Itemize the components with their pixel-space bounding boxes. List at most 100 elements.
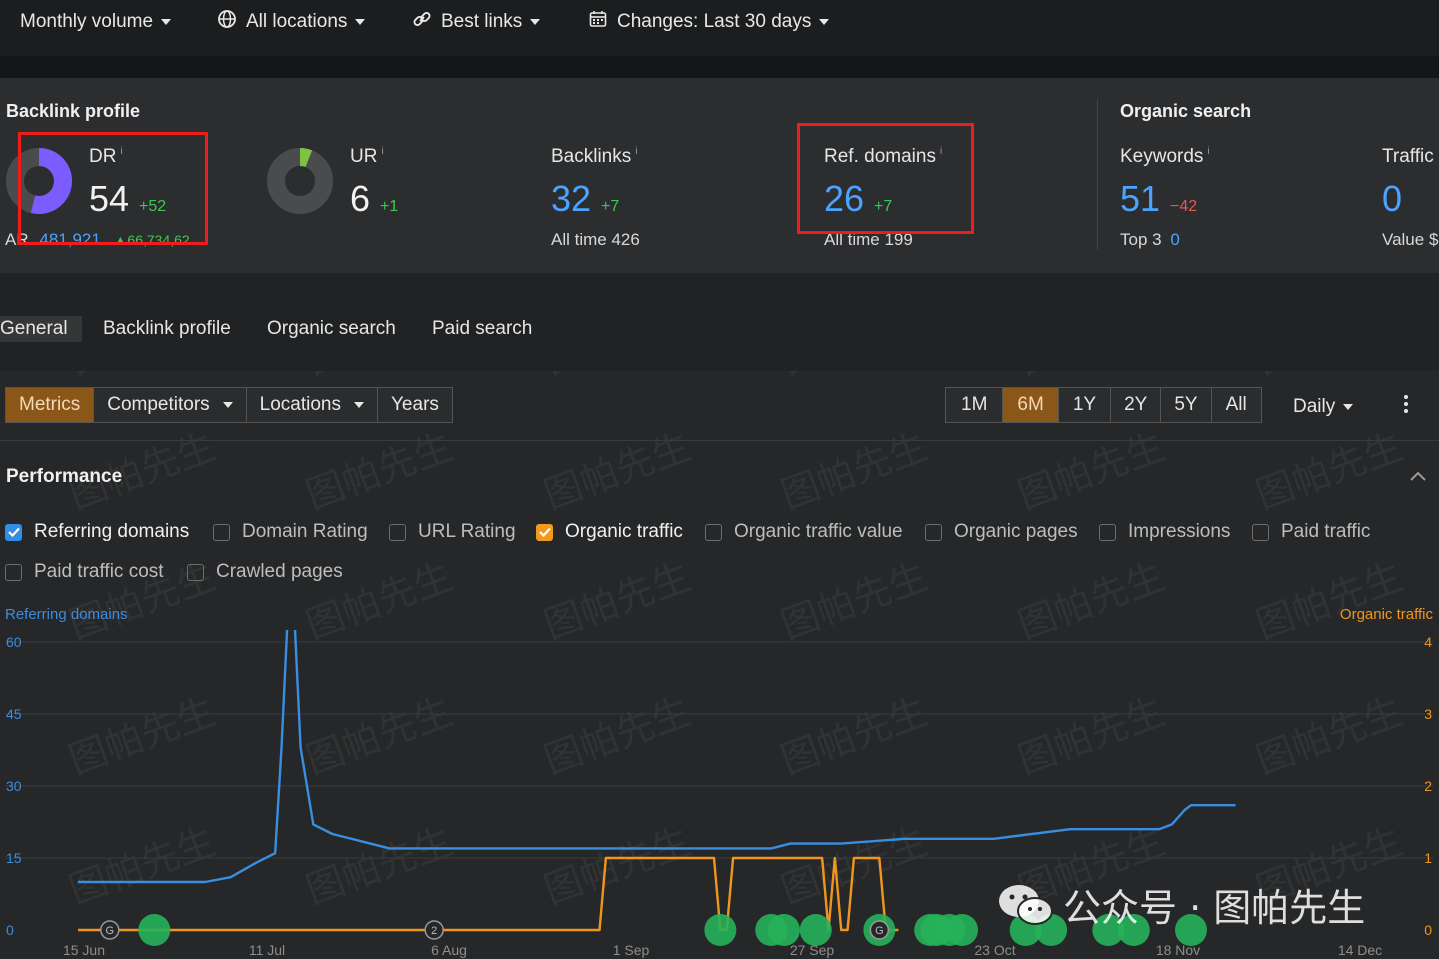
checkbox-organic-pages[interactable]: Organic pages: [925, 521, 1078, 543]
checkbox-paid-traffic-cost[interactable]: Paid traffic cost: [5, 561, 164, 583]
checkbox-label: URL Rating: [418, 521, 516, 542]
years-button[interactable]: Years: [391, 394, 439, 415]
event-marker: [799, 914, 832, 946]
checkbox-domain-rating[interactable]: Domain Rating: [213, 521, 368, 543]
backlinks-delta: +7: [601, 198, 620, 215]
annotation-marker: [100, 920, 120, 940]
watermark-text: 图帕先生: [300, 424, 459, 518]
watermark-text: 图帕先生: [1250, 424, 1409, 518]
monthly-volume-dropdown[interactable]: Monthly volume: [20, 8, 172, 36]
checkbox-empty-icon: [5, 563, 22, 581]
checkbox-impressions[interactable]: Impressions: [1099, 521, 1230, 543]
ref-domains-label[interactable]: Ref. domains i: [824, 146, 943, 167]
info-icon: i: [120, 146, 123, 157]
checkbox-crawled-pages[interactable]: Crawled pages: [187, 561, 343, 583]
checkbox-organic-traffic[interactable]: Organic traffic: [536, 521, 683, 543]
more-options-icon[interactable]: [1402, 395, 1410, 417]
event-marker: [1117, 914, 1150, 946]
keywords-label[interactable]: Keywords i: [1120, 146, 1210, 167]
best-links-dropdown[interactable]: Best links: [412, 8, 541, 36]
checkbox-empty-icon: [389, 523, 406, 541]
y-left-tick-label: 60: [6, 634, 22, 650]
wechat-icon: [999, 884, 1053, 925]
traffic-value[interactable]: 0: [1382, 178, 1403, 219]
checkbox-url-rating[interactable]: URL Rating: [389, 521, 516, 543]
competitors-label: Competitors: [107, 394, 210, 415]
chevron-up-icon[interactable]: [1410, 470, 1426, 482]
event-marker: [767, 914, 800, 946]
checkbox-paid-traffic[interactable]: Paid traffic: [1252, 521, 1370, 543]
dr-delta: +52: [139, 198, 167, 215]
range-selector: 1M 6M 1Y 2Y 5Y All: [945, 387, 1262, 423]
keywords-value[interactable]: 51 −42: [1120, 178, 1198, 219]
locations-filter-dropdown[interactable]: Locations: [247, 388, 378, 422]
x-tick-label: 27 Sep: [790, 942, 835, 958]
checkbox-label: Referring domains: [34, 521, 190, 542]
changes-dropdown[interactable]: Changes: Last 30 days: [588, 8, 830, 36]
interval-dropdown[interactable]: Daily: [1293, 393, 1354, 421]
range-5y-button[interactable]: 5Y: [1161, 388, 1212, 422]
backlinks-label[interactable]: Backlinks i: [551, 146, 638, 167]
checkbox-empty-icon: [213, 523, 230, 541]
ref-domains-delta: +7: [874, 198, 893, 215]
locations-dropdown[interactable]: All locations: [217, 8, 366, 36]
traffic-label[interactable]: Traffic: [1382, 146, 1434, 167]
checkbox-empty-icon: [1252, 523, 1269, 541]
separator: [0, 56, 1439, 78]
watermark-text: 图帕先生: [1012, 424, 1171, 518]
watermark-badge: 公众号 · 图帕先生: [997, 877, 1365, 932]
dr-value: 54 +52: [89, 178, 167, 219]
range-6m-button[interactable]: 6M: [1003, 388, 1059, 422]
y-left-tick-label: 30: [6, 778, 22, 794]
x-tick-label: 11 Jul: [249, 942, 285, 958]
checkbox-organic-traffic-value[interactable]: Organic traffic value: [705, 521, 903, 543]
performance-chart: 0 0 15 1 30 2 45 3 60 4 15 Jun 11 Jul 6 Aug 1 Sep 27 S…: [5, 630, 1434, 958]
info-icon: i: [381, 146, 384, 157]
checkbox-referring-domains[interactable]: Referring domains: [5, 521, 189, 543]
highlight-box-ref-domains: [797, 123, 974, 234]
tab-organic-search[interactable]: Organic search: [267, 318, 396, 339]
range-1m-button[interactable]: 1M: [946, 388, 1004, 422]
checkbox-checked-icon: [5, 523, 22, 541]
x-tick-label: 1 Sep: [613, 942, 650, 958]
backlinks-value[interactable]: 32 +7: [551, 178, 620, 219]
ur-value: 6 +1: [350, 178, 399, 219]
interval-label: Daily: [1293, 396, 1336, 417]
checkbox-label: Paid traffic: [1281, 521, 1371, 542]
metrics-button[interactable]: Metrics: [6, 388, 95, 422]
watermark-badge-text: 公众号 · 图帕先生: [1063, 886, 1366, 930]
ref-domains-value[interactable]: 26 +7: [824, 178, 893, 219]
chevron-down-icon: [1343, 404, 1354, 410]
left-axis-title: Referring domains: [5, 606, 128, 623]
performance-title: Performance: [6, 466, 123, 487]
watermark-text: 图帕先生: [538, 424, 697, 518]
tab-backlink-profile[interactable]: Backlink profile: [103, 318, 231, 339]
dr-label[interactable]: DR i: [89, 146, 123, 167]
series-line-referring-domains: [78, 630, 1236, 884]
info-icon: i: [1207, 146, 1210, 157]
right-axis-title: Organic traffic: [1339, 606, 1433, 623]
link-icon: [412, 9, 432, 35]
calendar-icon: [588, 9, 608, 35]
top3-value[interactable]: 0: [1170, 230, 1180, 249]
y-left-tick-label: 15: [6, 850, 22, 866]
checkbox-label: Domain Rating: [242, 521, 368, 542]
x-tick-label: 15 Jun: [63, 942, 105, 958]
range-1y-button[interactable]: 1Y: [1059, 388, 1112, 422]
checkbox-empty-icon: [925, 523, 942, 541]
y-left-tick-label: 0: [6, 922, 14, 938]
checkbox-empty-icon: [187, 563, 204, 581]
competitors-dropdown[interactable]: Competitors: [94, 388, 247, 422]
range-2y-button[interactable]: 2Y: [1111, 388, 1162, 422]
tab-general[interactable]: General: [0, 316, 82, 342]
checkbox-label: Organic traffic: [565, 521, 683, 542]
ur-label[interactable]: UR i: [350, 146, 384, 167]
range-all-button[interactable]: All: [1225, 394, 1247, 415]
chevron-down-icon: [354, 402, 364, 408]
checkbox-label: Paid traffic cost: [34, 561, 164, 582]
tab-paid-search[interactable]: Paid search: [432, 318, 533, 339]
chevron-down-icon: [819, 19, 830, 25]
event-marker: [1092, 914, 1125, 946]
ref-domains-all-time: All time 199: [824, 230, 913, 249]
y-right-tick-label: 3: [1424, 706, 1432, 722]
